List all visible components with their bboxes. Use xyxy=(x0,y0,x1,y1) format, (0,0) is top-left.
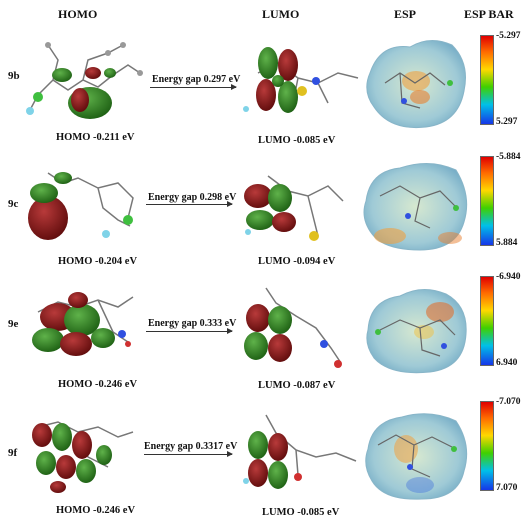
homo-energy-label: HOMO -0.246 eV xyxy=(58,379,138,390)
compound-id: 9f xyxy=(8,447,18,459)
gap-arrow xyxy=(146,328,233,334)
lumo-energy-label: LUMO -0.087 eV xyxy=(258,380,336,391)
energy-gap-label: Energy gap 0.297 eV xyxy=(152,74,241,85)
row-9e: 9e HOMO -0.246 eV Energy gap 0.333 eV LU… xyxy=(0,270,532,398)
esp-surface-image xyxy=(366,40,466,129)
esp-bar-min: 5.297 xyxy=(496,117,518,127)
homo-energy-label: HOMO -0.211 eV xyxy=(56,132,135,143)
homo-orbital-image xyxy=(32,292,134,356)
header-homo: HOMO xyxy=(58,7,98,21)
lumo-energy-label: LUMO -0.094 eV xyxy=(258,256,336,267)
esp-color-bar xyxy=(480,156,494,246)
esp-bar-max: -5.884 xyxy=(496,152,521,162)
esp-bar-min: 6.940 xyxy=(496,358,518,368)
compound-id: 9b xyxy=(8,70,20,82)
row-9c: 9c HOMO -0.204 eV Energy gap 0.298 eV LU… xyxy=(0,148,532,276)
homo-orbital-image xyxy=(32,421,134,493)
homo-orbital-image xyxy=(26,42,143,119)
esp-surface-image xyxy=(365,413,468,500)
energy-gap-label: Energy gap 0.298 eV xyxy=(148,192,237,203)
homo-orbital-image xyxy=(28,172,134,240)
lumo-orbital-image xyxy=(244,287,342,368)
lumo-orbital-image xyxy=(243,414,357,489)
lumo-orbital-image xyxy=(244,175,344,241)
esp-surface-image xyxy=(366,289,467,374)
esp-bar-min: 5.884 xyxy=(496,238,518,248)
header-esp: ESP xyxy=(394,7,417,21)
energy-gap-label: Energy gap 0.3317 eV xyxy=(144,441,238,452)
lumo-orbital-image xyxy=(243,47,359,113)
energy-gap-label: Energy gap 0.333 eV xyxy=(148,318,237,329)
row-9b: 9b HOMO -0.211 eV Energy gap 0.297 eV LU… xyxy=(0,25,532,153)
esp-bar-max: -5.297 xyxy=(496,31,521,41)
esp-bar-max: -7.070 xyxy=(496,397,521,407)
gap-arrow xyxy=(146,201,233,207)
gap-arrow xyxy=(150,84,237,90)
header-esp-bar: ESP BAR xyxy=(464,7,514,21)
compound-id: 9e xyxy=(8,318,19,330)
esp-bar-min: 7.070 xyxy=(496,483,518,493)
header-lumo: LUMO xyxy=(262,7,300,21)
esp-surface-image xyxy=(363,163,468,251)
compound-id: 9c xyxy=(8,198,19,210)
esp-bar-max: -6.940 xyxy=(496,272,521,282)
lumo-energy-label: LUMO -0.085 eV xyxy=(262,507,340,518)
homo-energy-label: HOMO -0.246 eV xyxy=(56,505,136,516)
esp-color-bar xyxy=(480,35,494,125)
row-9f: 9f HOMO -0.246 eV Energy gap 0.3317 eV L… xyxy=(0,395,532,523)
esp-color-bar xyxy=(480,401,494,491)
gap-arrow xyxy=(144,451,233,457)
esp-color-bar xyxy=(480,276,494,366)
lumo-energy-label: LUMO -0.085 eV xyxy=(258,135,336,146)
homo-energy-label: HOMO -0.204 eV xyxy=(58,256,138,267)
